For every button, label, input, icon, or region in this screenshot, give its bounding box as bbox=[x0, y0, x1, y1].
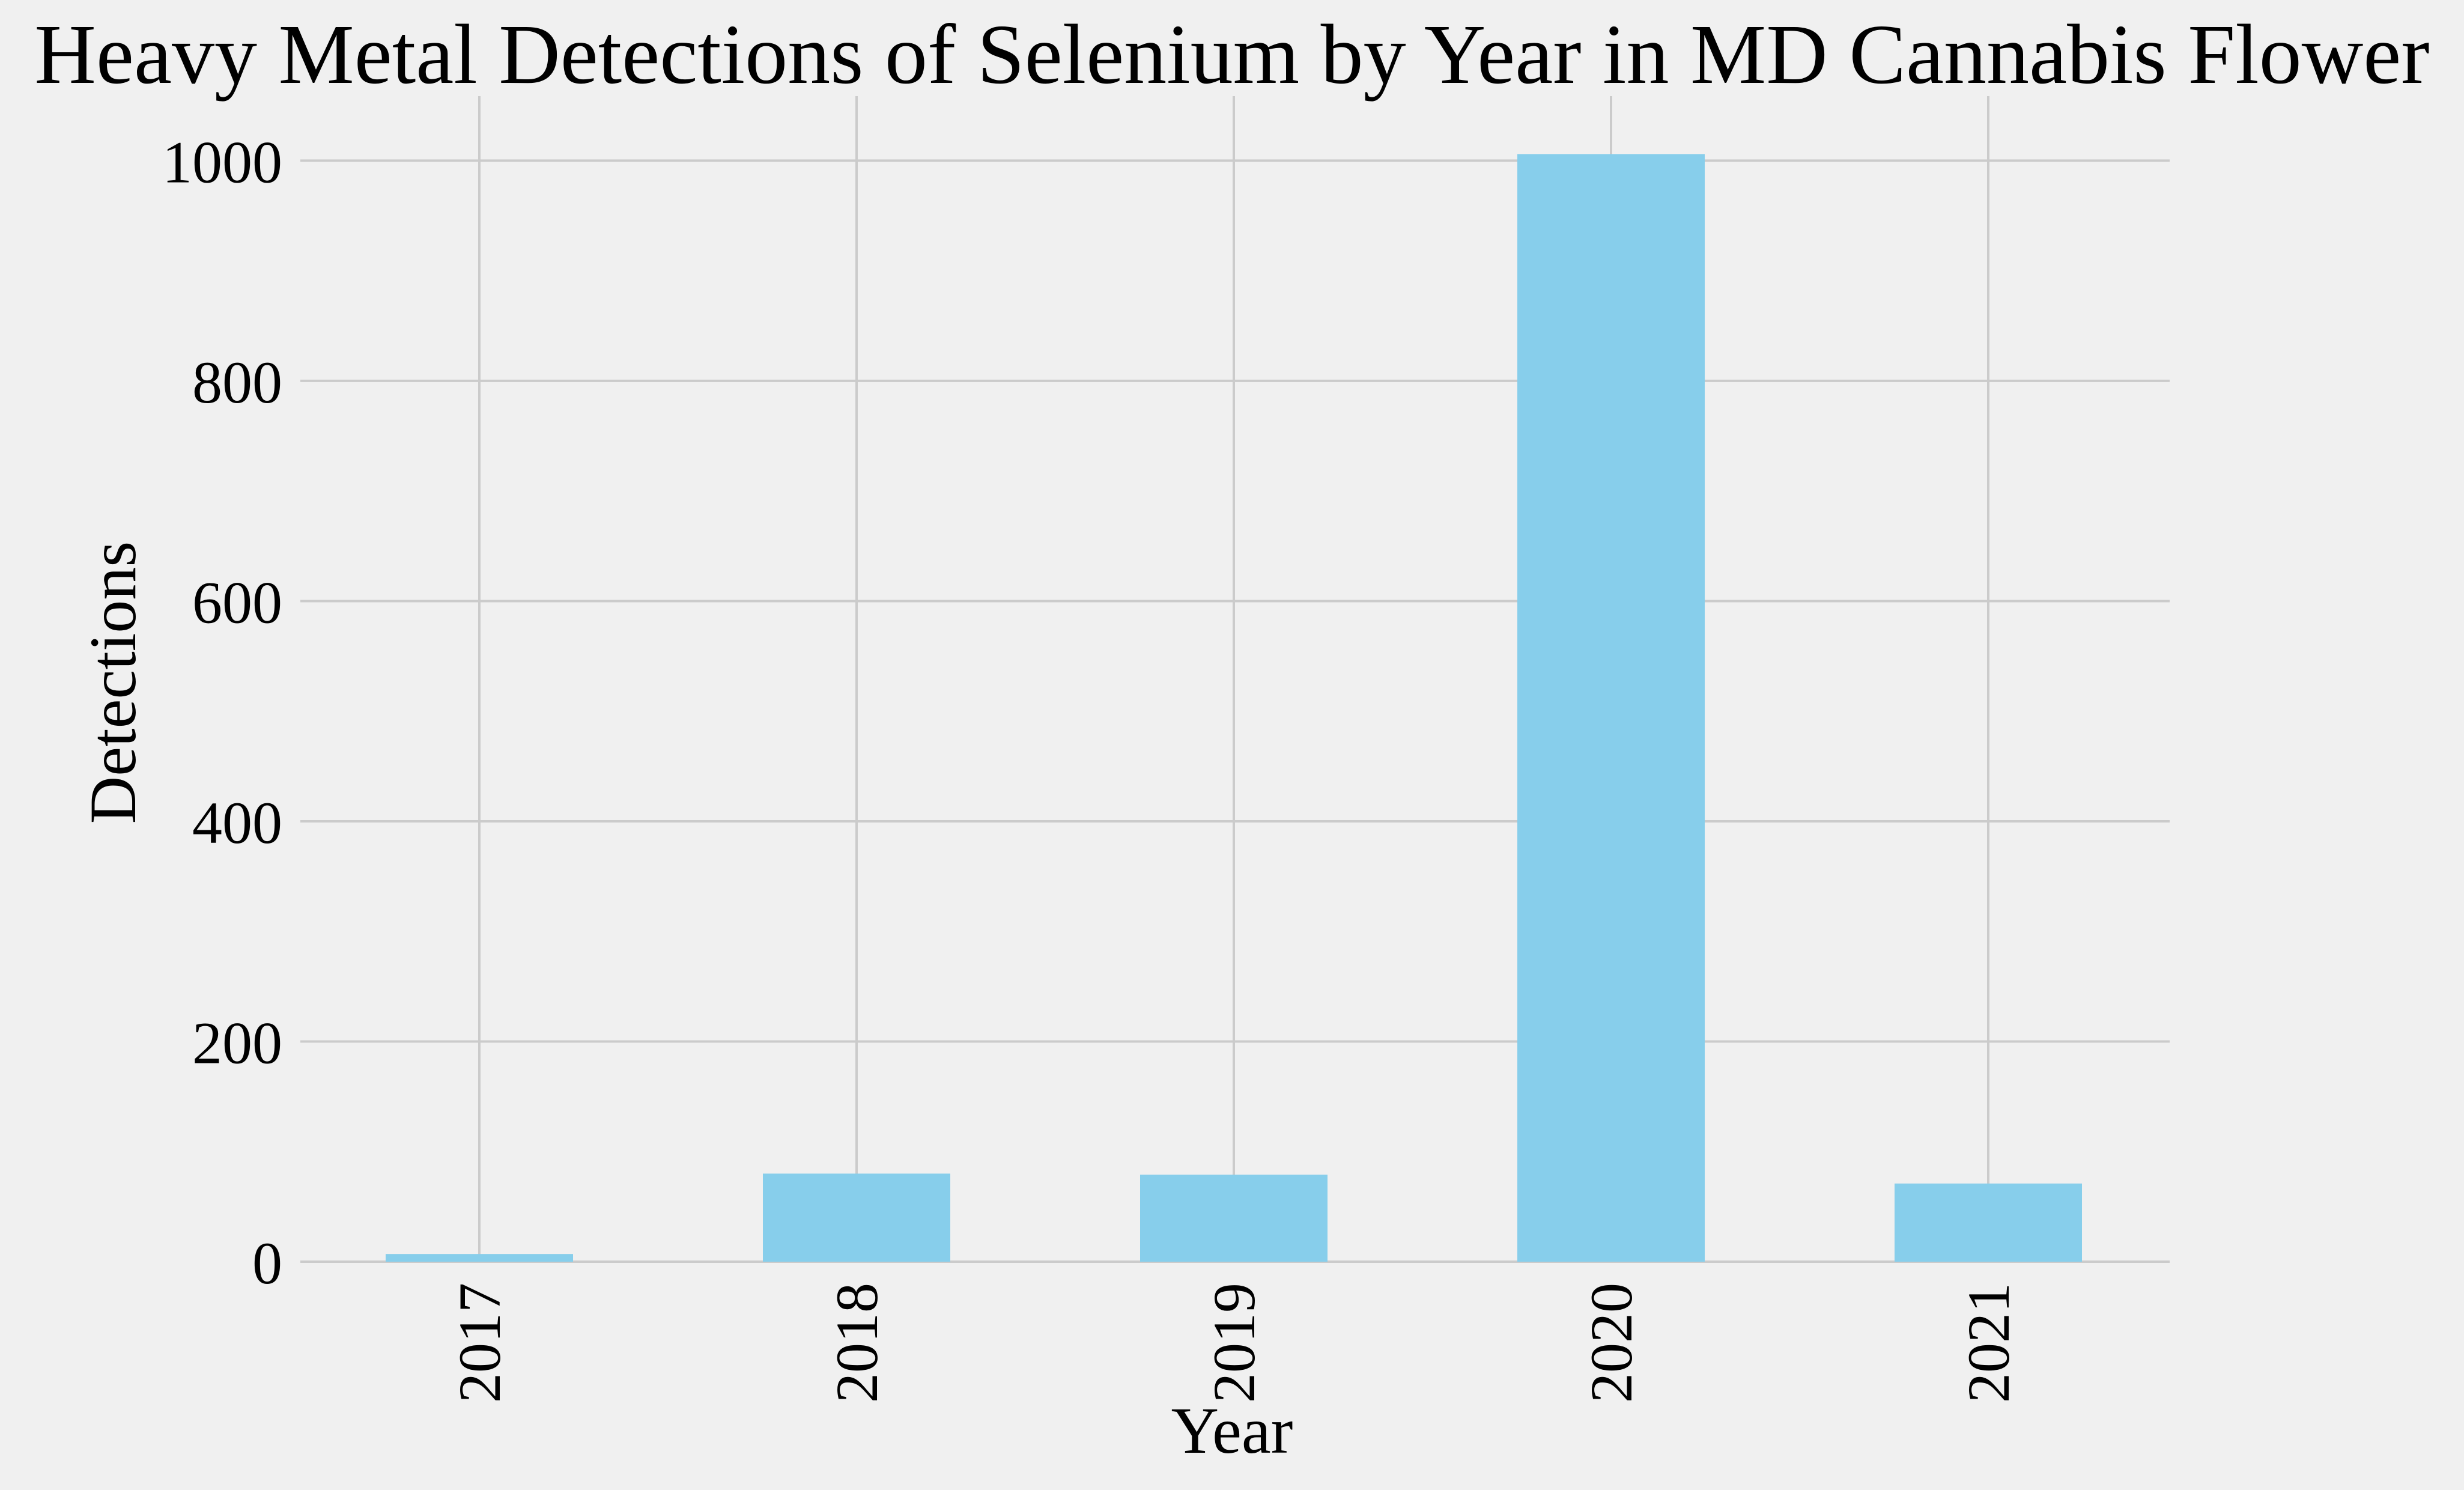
y-tick-label: 400 bbox=[192, 789, 282, 856]
x-tick-labels: 2017 2018 2019 2020 2021 bbox=[446, 1283, 2022, 1403]
y-tick-label: 200 bbox=[192, 1009, 282, 1076]
y-tick-label: 0 bbox=[252, 1230, 282, 1297]
x-tick-label: 2020 bbox=[1578, 1283, 1645, 1403]
y-tick-label: 1000 bbox=[162, 129, 282, 195]
bar-2018 bbox=[763, 1173, 950, 1262]
y-tick-labels: 0 200 400 600 800 1000 bbox=[162, 129, 282, 1297]
bar-2017 bbox=[386, 1254, 573, 1262]
bar-2021 bbox=[1895, 1183, 2082, 1262]
x-tick-label: 2017 bbox=[446, 1283, 513, 1403]
x-tick-label: 2018 bbox=[824, 1283, 890, 1403]
chart-title: Heavy Metal Detections of Selenium by Ye… bbox=[34, 7, 2429, 102]
x-tick-label: 2021 bbox=[1955, 1283, 2022, 1403]
x-tick-label: 2019 bbox=[1201, 1283, 1267, 1403]
bars bbox=[386, 154, 2082, 1262]
bar-2020 bbox=[1517, 154, 1705, 1262]
bar-2019 bbox=[1140, 1175, 1328, 1262]
y-tick-label: 800 bbox=[192, 349, 282, 416]
x-axis-label: Year bbox=[1171, 1394, 1293, 1467]
y-tick-label: 600 bbox=[192, 569, 282, 636]
y-axis-label: Detections bbox=[76, 541, 150, 824]
